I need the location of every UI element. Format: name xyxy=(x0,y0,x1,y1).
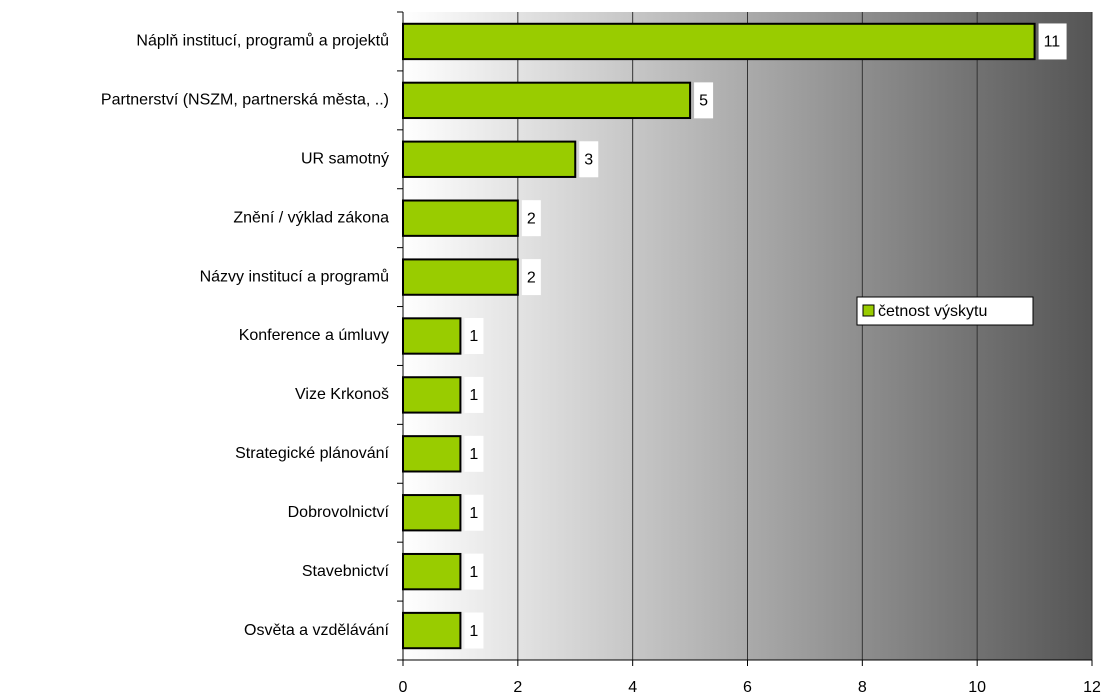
value-label: 1 xyxy=(469,387,478,404)
value-label: 1 xyxy=(469,564,478,581)
bar xyxy=(402,376,462,414)
y-tick-label: Vize Krkonoš xyxy=(295,386,389,403)
bar xyxy=(402,81,692,120)
value-label: 1 xyxy=(469,505,478,522)
legend-swatch xyxy=(862,304,875,317)
value-label-box xyxy=(464,435,484,472)
y-tick-label: Náplň institucí, programů a projektů xyxy=(136,32,389,50)
value-label-box xyxy=(464,376,484,413)
bar xyxy=(402,258,519,296)
y-tick-label: Konference a úmluvy xyxy=(239,327,389,344)
value-label: 5 xyxy=(699,93,708,110)
value-label: 2 xyxy=(527,269,536,286)
value-label: 1 xyxy=(469,446,478,463)
y-tick-label: UR samotný xyxy=(301,150,389,167)
value-label-box xyxy=(464,494,484,531)
value-label-box xyxy=(521,259,541,296)
bar xyxy=(402,140,577,178)
bar xyxy=(402,317,462,355)
value-label-box xyxy=(579,141,599,178)
x-tick-label: 8 xyxy=(858,679,867,696)
bar xyxy=(402,22,1036,61)
value-label-box xyxy=(464,318,484,354)
bar xyxy=(402,494,462,532)
x-tick-label: 10 xyxy=(968,679,986,696)
y-tick-label: Osvěta a vzdělávání xyxy=(244,622,390,639)
y-tick-label: Názvy institucí a programů xyxy=(200,267,389,285)
value-label-box xyxy=(464,553,484,590)
value-label-box xyxy=(521,200,541,237)
value-label-box xyxy=(1038,23,1067,60)
value-label-box xyxy=(464,612,484,649)
y-tick-label: Stavebnictví xyxy=(302,563,390,580)
y-tick-label: Znění / výklad zákona xyxy=(233,209,389,226)
value-label: 2 xyxy=(527,210,536,227)
x-tick-label: 4 xyxy=(628,679,637,696)
y-tick-label: Strategické plánování xyxy=(235,445,389,462)
y-tick-label: Dobrovolnictví xyxy=(288,504,390,521)
x-tick-label: 2 xyxy=(513,679,522,696)
legend-box xyxy=(856,296,1034,326)
value-label-box xyxy=(694,82,714,119)
value-label: 3 xyxy=(584,151,593,168)
x-tick-label: 0 xyxy=(399,679,408,696)
x-tick-label: 6 xyxy=(743,679,752,696)
x-tick-label: 12 xyxy=(1083,679,1101,696)
value-label: 11 xyxy=(1044,34,1061,51)
value-label: 1 xyxy=(469,328,478,345)
legend-label: četnost výskytu xyxy=(878,303,987,320)
value-label: 1 xyxy=(469,623,478,640)
bar xyxy=(402,552,462,591)
bar xyxy=(402,199,519,237)
bar xyxy=(402,611,462,650)
y-tick-label: Partnerství (NSZM, partnerská města, ..) xyxy=(101,92,389,109)
bar xyxy=(402,435,462,473)
